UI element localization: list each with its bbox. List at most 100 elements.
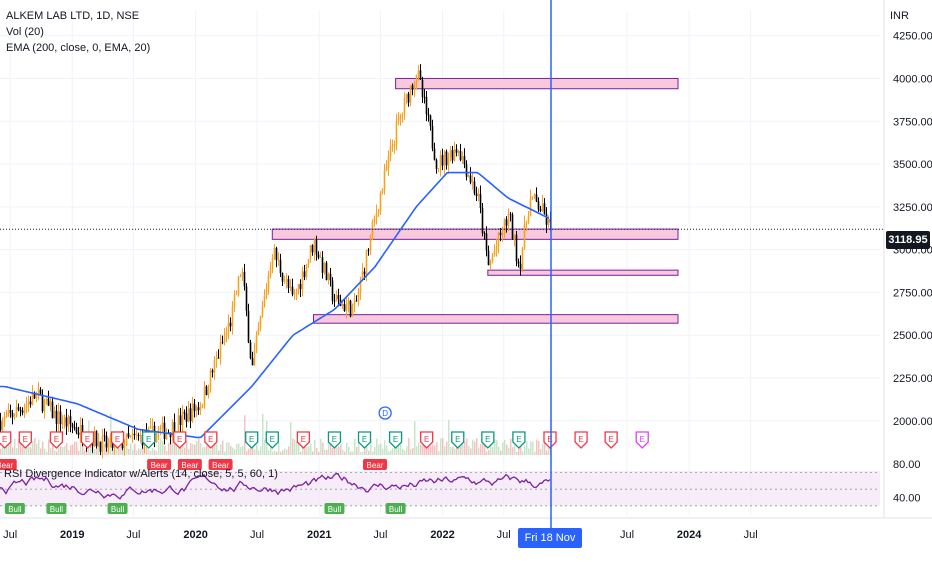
candle-body: [437, 168, 440, 170]
candle-body: [217, 357, 220, 359]
volume-bar: [386, 445, 388, 455]
rsi-title[interactable]: RSI Divergence Indicator w/Alerts (14, c…: [4, 468, 278, 480]
earnings-marker-label: E: [362, 435, 367, 444]
candle-body: [161, 422, 164, 429]
time-axis[interactable]: Jul 2019 Jul 2020 Jul 2021 Jul 2022 Jul Jul 2024 Ju…: [3, 529, 758, 541]
volume-bar: [394, 442, 396, 455]
candle-body: [441, 155, 444, 166]
candle-body: [461, 156, 464, 161]
volume-bar: [262, 413, 264, 455]
volume-bar: [538, 440, 540, 455]
volume-bar: [0, 449, 2, 455]
candle-body: [135, 434, 138, 436]
volume-bar: [90, 446, 92, 455]
volume-bar: [54, 450, 56, 455]
candle-body: [139, 435, 142, 436]
x-tick-label: Jul: [250, 529, 264, 541]
candle-body: [51, 401, 54, 419]
volume-bar: [242, 445, 244, 455]
candle-body: [417, 70, 420, 75]
volume-bar: [352, 451, 354, 455]
candle-body: [397, 118, 400, 121]
legend-vol[interactable]: Vol (20): [6, 26, 44, 38]
volume-bar: [532, 441, 534, 455]
candle-body: [137, 434, 140, 436]
candle-body: [63, 417, 66, 423]
candle-body: [309, 245, 312, 260]
bull-signal-label: Bull: [50, 505, 64, 514]
volume-bar: [190, 443, 192, 455]
volume-bar: [362, 451, 364, 455]
volume-bar: [478, 447, 480, 455]
volume-bar: [170, 439, 172, 455]
candle-body: [173, 422, 176, 435]
earnings-marker: [245, 431, 259, 449]
volume-bar: [28, 446, 30, 455]
candle-body: [43, 400, 46, 412]
volume-bar: [320, 438, 322, 455]
earnings-marker-label: E: [332, 435, 337, 444]
volume-bar: [258, 450, 260, 455]
volume-bar: [222, 440, 224, 455]
bear-signal: [362, 459, 387, 470]
volume-bar: [336, 447, 338, 455]
volume-bar: [502, 442, 504, 455]
earnings-marker-label: E: [2, 435, 7, 444]
candle-body: [47, 398, 50, 406]
volume-bar: [232, 447, 234, 455]
candle-body: [377, 211, 380, 213]
candle-body: [433, 148, 436, 160]
candle-body: [367, 249, 370, 251]
candles: [0, 64, 552, 459]
volume-bar: [368, 450, 370, 455]
volume-bar: [192, 444, 194, 455]
candle-body: [185, 413, 188, 422]
candle-body: [255, 335, 258, 351]
bear-signal-label: Bear: [181, 461, 198, 470]
chart[interactable]: E E E E E E E E E E E E E E E E E E E E E E D Bear Bear Bear Bear B…: [0, 0, 932, 550]
volume-bar: [298, 441, 300, 455]
candle-body: [267, 275, 270, 290]
candle-body: [5, 415, 8, 418]
candle-body: [237, 276, 240, 295]
candle-body: [131, 433, 134, 437]
candle-body: [513, 234, 516, 239]
candle-body: [263, 295, 266, 307]
candle-body: [375, 212, 378, 218]
candle-body: [189, 408, 192, 422]
earnings-marker-label: E: [54, 435, 59, 444]
candle-body: [15, 407, 18, 417]
candle-body: [107, 443, 110, 448]
candle-body: [473, 181, 476, 194]
volume-bar: [412, 448, 414, 455]
candle-body: [415, 74, 418, 83]
bull-signal-label: Bull: [328, 505, 342, 514]
volume-bar: [430, 446, 432, 455]
rsi-pane: [0, 470, 880, 507]
candle-body: [391, 145, 394, 147]
volume-bar: [366, 439, 368, 455]
volume-bar: [184, 447, 186, 455]
volume-bar: [460, 439, 462, 455]
candle-body: [291, 286, 294, 295]
last-price-tag: 3118.95: [886, 231, 930, 249]
legend-ema[interactable]: EMA (200, close, 0, EMA, 20): [6, 42, 151, 54]
volume-bar: [548, 441, 550, 455]
volume-bar: [134, 443, 136, 455]
candle-body: [353, 300, 356, 306]
legend-title[interactable]: ALKEM LAB LTD, 1D, NSE: [6, 10, 140, 22]
price-axis[interactable]: 4250.004000.003750.003500.003250.003000.…: [893, 31, 932, 505]
sr-zone: [271, 228, 679, 240]
candle-body: [197, 407, 200, 411]
candle-body: [539, 209, 542, 211]
volume-bar: [268, 450, 270, 455]
candle-body: [221, 342, 224, 344]
volume-bar: [220, 444, 222, 455]
candle-body: [355, 300, 358, 302]
y-tick-label: 4250.00: [893, 31, 932, 43]
volume-bar: [240, 446, 242, 455]
volume-bar: [324, 449, 326, 455]
volume-bar: [510, 438, 512, 455]
volume-bar: [486, 451, 488, 455]
candle-body: [163, 422, 166, 439]
